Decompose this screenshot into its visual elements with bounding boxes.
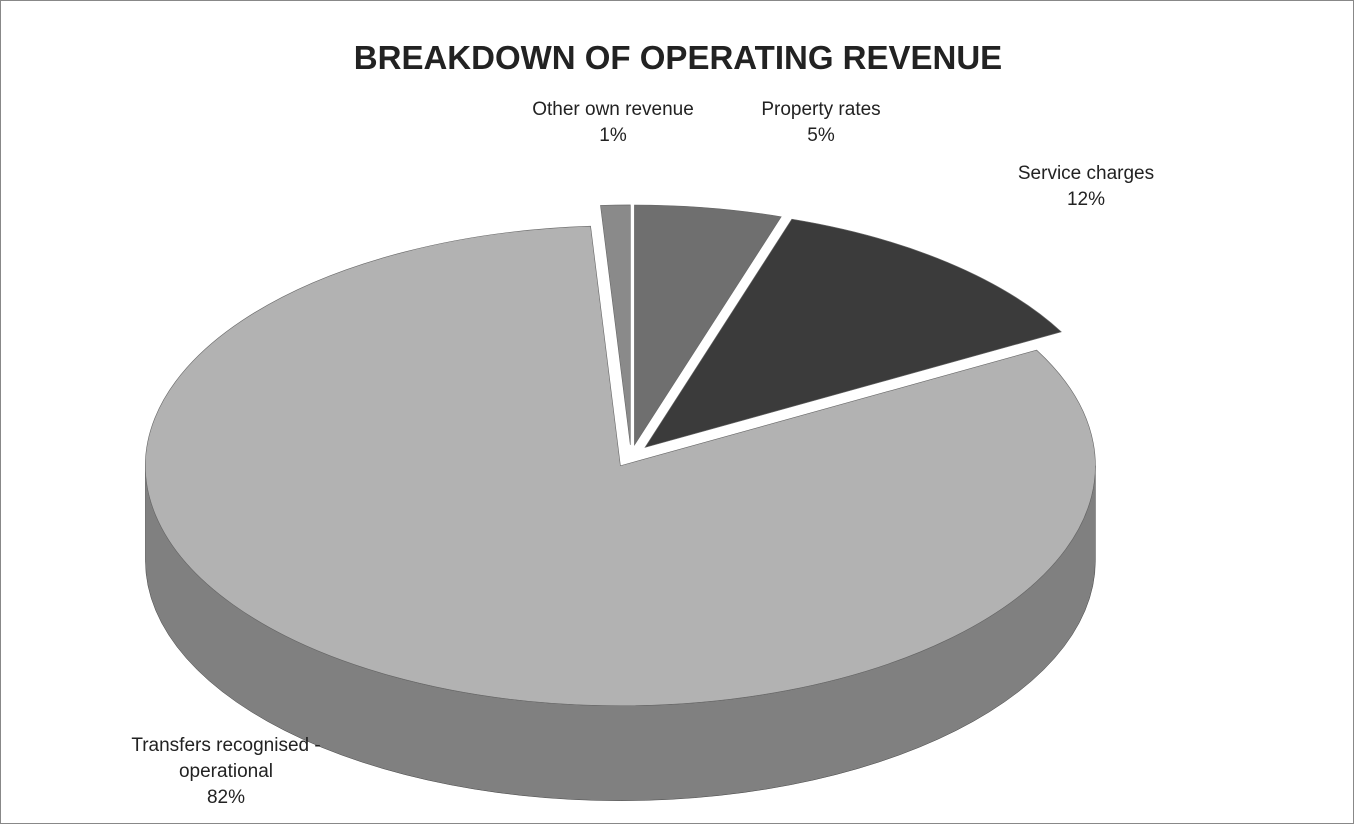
label-name: Transfers recognised - operational	[131, 735, 321, 782]
slice	[644, 218, 1062, 448]
label-name: Other own revenue	[532, 99, 694, 120]
slice	[145, 225, 1096, 707]
data-label: Property rates 5%	[761, 97, 880, 149]
label-value: 12%	[1066, 189, 1106, 210]
slice	[600, 204, 631, 445]
data-label: Service charges 12%	[1018, 161, 1154, 213]
chart-title: BREAKDOWN OF OPERATING REVENUE	[353, 39, 1003, 76]
data-label: Other own revenue 1%	[532, 97, 694, 149]
slice-side-shade	[145, 465, 1096, 801]
label-value: 5%	[807, 125, 835, 146]
label-name: Property rates	[761, 99, 881, 120]
label-value: 1%	[599, 125, 627, 146]
slice	[634, 204, 782, 447]
data-label: Transfers recognised - operational 82%	[96, 733, 356, 811]
label-value: 82%	[206, 787, 246, 808]
label-name: Service charges	[1017, 163, 1155, 184]
